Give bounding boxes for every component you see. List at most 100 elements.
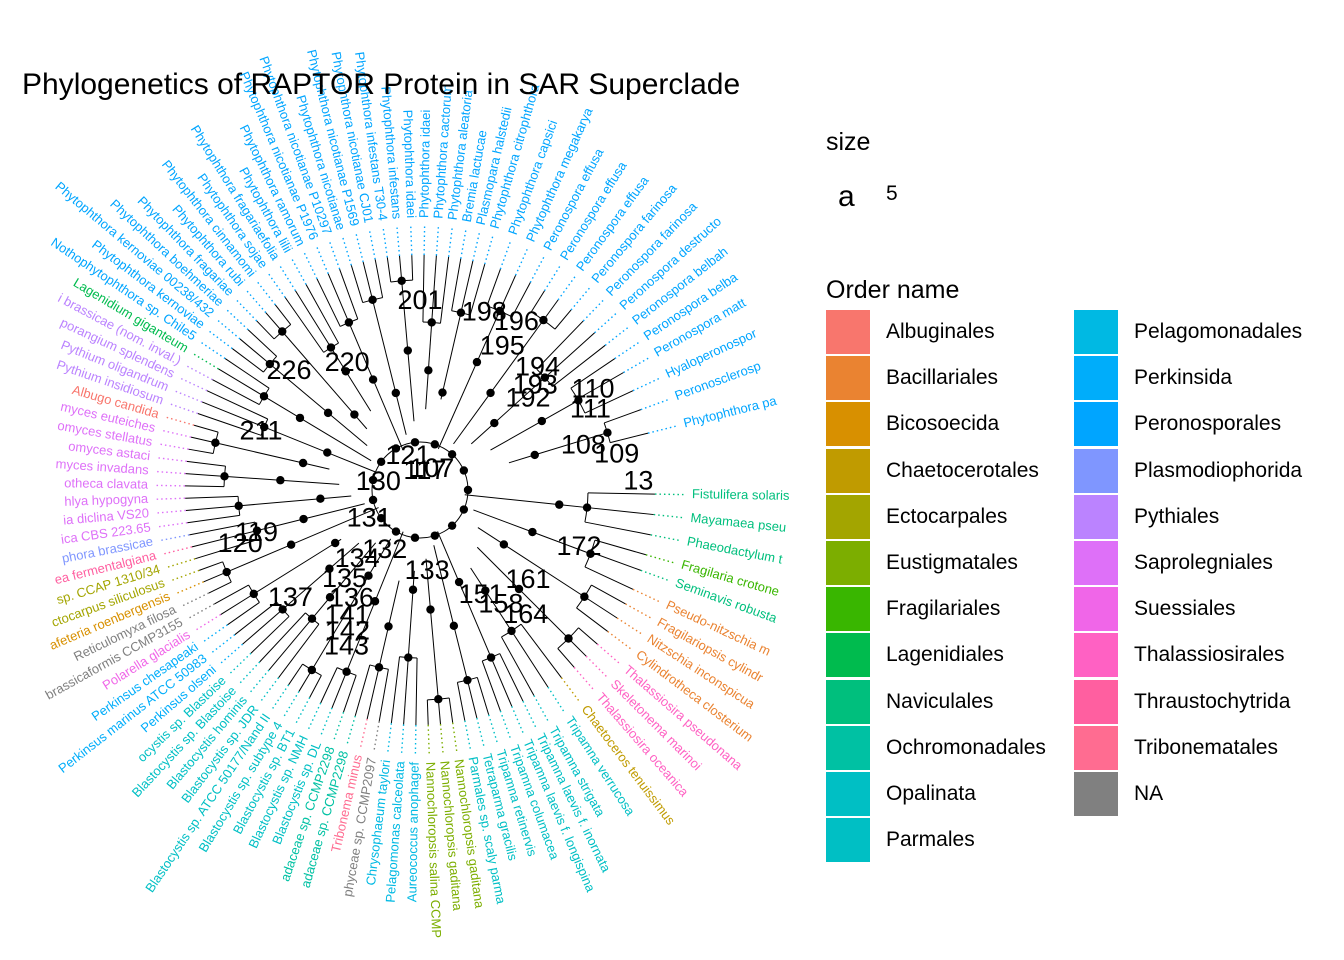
node-label: 226	[266, 355, 311, 385]
tree-branch	[403, 657, 409, 725]
legend-swatch	[1074, 633, 1118, 678]
tree-branch	[584, 566, 634, 590]
tip-connector	[173, 389, 203, 403]
tree-node	[459, 466, 469, 475]
size-legend-key: a	[838, 180, 855, 213]
tree-node	[490, 418, 499, 428]
node-label: 107	[409, 453, 454, 483]
legend-swatch	[826, 587, 870, 632]
tree-node	[316, 494, 325, 503]
legend-label: Tribonematales	[1134, 735, 1278, 759]
tip-connector	[169, 569, 200, 582]
tip-label: Phytophthora idaei	[416, 109, 433, 218]
tree-node	[370, 597, 380, 606]
tree-node	[376, 514, 386, 523]
tree-branch	[552, 344, 606, 387]
node-label: 117	[403, 455, 446, 485]
tip-connector	[582, 298, 606, 322]
tip-label: ia diclina VS20	[63, 505, 150, 527]
legend-swatch	[1074, 402, 1118, 447]
tree-node	[424, 366, 433, 375]
legend-label: Parmales	[886, 828, 975, 852]
tree-node	[326, 343, 336, 352]
tree-branch	[587, 507, 654, 516]
tree-branch	[372, 379, 403, 449]
tree-node	[499, 540, 509, 549]
legend-key: Pythiales	[1074, 494, 1219, 539]
tree-branch	[316, 278, 341, 327]
tree-branch	[534, 432, 608, 456]
tree-branch	[224, 358, 270, 389]
node-label: 192	[505, 382, 550, 412]
tip-connector	[447, 225, 454, 257]
tip-connector	[154, 470, 186, 475]
tip-connector	[640, 569, 671, 582]
tree-branch	[473, 509, 533, 533]
tree-node	[325, 564, 334, 573]
tree-branch	[269, 363, 329, 414]
tip-connector	[244, 288, 267, 314]
tree-branch	[218, 368, 265, 397]
tree-branch	[327, 452, 379, 474]
tree-branch	[532, 531, 591, 555]
tree-branch	[345, 371, 372, 412]
tree-branch	[577, 372, 624, 400]
legend-label: Chaetocerotales	[886, 458, 1039, 482]
tree-branch	[185, 485, 225, 488]
tip-connector	[224, 308, 249, 331]
tree-branch	[278, 623, 320, 678]
tree-branch	[238, 498, 321, 507]
tree-branch	[253, 542, 336, 595]
tree-node	[376, 457, 386, 466]
tree-node	[574, 396, 583, 405]
tree-branch	[331, 671, 348, 709]
tree-branch	[339, 269, 359, 320]
tree-branch	[226, 544, 292, 573]
node-label: 119	[235, 517, 278, 547]
legend-key: Perkinsida	[1074, 356, 1232, 401]
tree-branch	[239, 338, 271, 365]
tree-branch	[594, 539, 647, 556]
tip-connector	[529, 254, 546, 283]
node-label: 161	[505, 564, 550, 594]
tree-branch	[350, 265, 364, 303]
tree-branch	[386, 257, 392, 283]
legend-swatch	[826, 772, 870, 816]
tree-node	[260, 422, 269, 432]
tip-label: otheca clavata	[64, 475, 149, 491]
legend-swatch	[1074, 448, 1118, 493]
tree-branch	[511, 630, 549, 688]
tip-connector	[168, 402, 199, 415]
tree-node	[459, 505, 469, 514]
tip-connector	[234, 298, 258, 322]
tip-connector	[341, 235, 352, 266]
tip-connector	[368, 228, 376, 260]
tree-node	[259, 392, 269, 401]
tip-connector	[573, 666, 596, 692]
tip-connector	[460, 227, 467, 259]
tree-branch	[227, 602, 260, 626]
node-label: 193	[513, 369, 558, 399]
node-label: 109	[594, 438, 639, 468]
order-legend-title: Order name	[826, 276, 960, 304]
tip-connector	[654, 493, 686, 496]
tree-node	[472, 357, 482, 367]
tip-connector	[278, 264, 297, 292]
tree-node	[278, 327, 287, 336]
tip-connector	[155, 456, 187, 463]
legend-label: Opalinata	[886, 782, 976, 805]
tree-branch	[224, 475, 281, 481]
tree-node	[486, 653, 496, 662]
tree-branch	[425, 370, 429, 410]
tree-branch	[329, 542, 377, 598]
tree-branch	[311, 575, 369, 671]
tree-node	[403, 346, 412, 355]
tree-branch	[503, 544, 585, 598]
node-label: 121	[385, 440, 430, 470]
tree-branch	[536, 320, 584, 370]
tip-connector	[400, 724, 405, 756]
tree-node	[463, 485, 473, 495]
tree-branch	[584, 521, 651, 536]
tree-node	[252, 526, 262, 535]
